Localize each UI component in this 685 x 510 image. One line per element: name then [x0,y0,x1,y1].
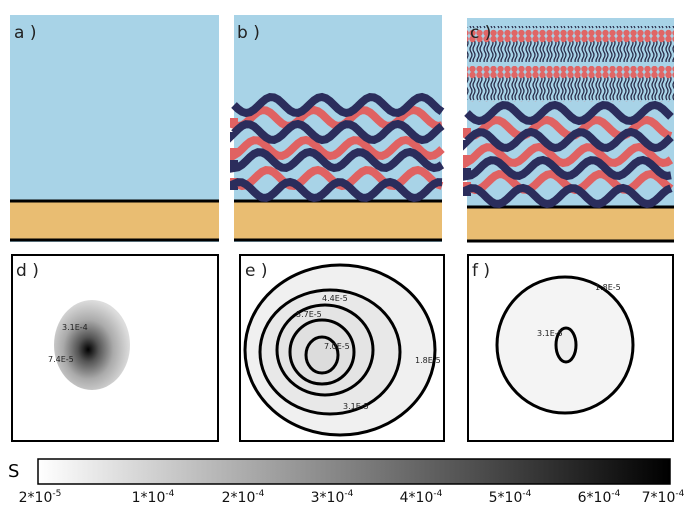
panel-b: b ) [234,15,442,242]
contour-label: 1.8E-5 [595,283,621,292]
contour-label: 3.1E-4 [62,323,88,332]
panel-e: e ) 4.4E-5 5.7E-5 7.0E-5 1.8E-5 3.1E-5 [240,255,444,441]
tick-base: 4*10 [400,490,434,506]
colorbar-tick-label: 7*10-4 [642,489,685,506]
panel-label: a ) [14,23,36,43]
tick-base: 7*10 [642,490,676,506]
panel-d: d ) 3.1E-4 7.4E-5 [12,255,218,441]
contour-label: 3.1E-5 [343,402,369,411]
tick-exponent: -4 [255,489,264,499]
colorbar-tick-label: 2*10-4 [222,489,265,506]
contour-label: 1.8E-5 [415,356,441,365]
tick-exponent: -4 [344,489,353,499]
panel-label: b ) [237,23,260,43]
tick-exponent: -4 [522,489,531,499]
figure: a ) b ) c ) d ) 3.1E-4 7.4E-5 e ) 4.4E-5… [0,0,685,510]
tick-base: 3*10 [311,490,345,506]
contour-label: 5.7E-5 [296,310,322,319]
colorbar-tick-label: 6*10-4 [578,489,621,506]
colorbar-tick-label: 1*10-4 [132,489,175,506]
tick-exponent: -5 [52,489,61,499]
contour-label: 7.0E-5 [324,342,350,351]
colorbar-tick-label: 5*10-4 [489,489,532,506]
colorbar-title: S [8,461,19,482]
colorbar-tick-label: 2*10-5 [19,489,62,506]
panel-label: c ) [470,23,491,43]
panel-label: d ) [16,261,39,281]
colorbar-tick-label: 4*10-4 [400,489,443,506]
panel-a: a ) [10,15,219,242]
contour-label: 7.4E-5 [48,355,74,364]
tick-base: 2*10 [222,490,256,506]
tick-exponent: -4 [165,489,174,499]
tick-exponent: -4 [675,489,684,499]
panel-f: f ) 1.8E-5 3.1E-5 [468,255,673,441]
tick-exponent: -4 [433,489,442,499]
tick-exponent: -4 [611,489,620,499]
tick-base: 5*10 [489,490,523,506]
panel-label: f ) [472,261,490,281]
tick-base: 1*10 [132,490,166,506]
panel-label: e ) [245,261,268,281]
panel-c: c ) [467,18,674,242]
tick-base: 2*10 [19,490,53,506]
contour-label: 4.4E-5 [322,294,348,303]
colorbar-tick-label: 3*10-4 [311,489,354,506]
tick-base: 6*10 [578,490,612,506]
contour-label: 3.1E-5 [537,329,563,338]
